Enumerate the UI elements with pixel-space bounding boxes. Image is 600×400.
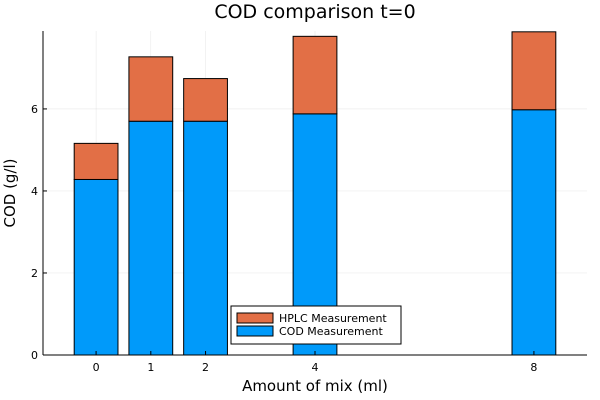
x-tick-label: 4 — [312, 361, 319, 374]
legend-label: HPLC Measurement — [279, 312, 387, 325]
y-tick-label: 4 — [31, 185, 38, 198]
bar-hplc-measurement — [73, 142, 119, 180]
legend-box — [230, 305, 402, 345]
legend-swatch — [236, 312, 274, 324]
ticks: 0 2 4 6 0 1 2 4 8 — [31, 103, 537, 374]
legend-label: COD Measurement — [279, 325, 384, 338]
chart-title: COD comparison t=0 — [214, 1, 415, 23]
bar-cod-measurement — [183, 120, 228, 356]
bar-hplc-measurement — [292, 35, 338, 115]
x-tick-label: 1 — [147, 361, 154, 374]
bar-hplc-measurement — [183, 78, 228, 122]
legend-swatch — [236, 325, 274, 337]
bar-hplc-measurement — [511, 31, 557, 111]
x-axis-label: Amount of mix (ml) — [242, 377, 388, 395]
y-axis-label: COD (g/l) — [1, 158, 19, 227]
x-tick-label: 8 — [530, 361, 537, 374]
bar-cod-measurement — [128, 120, 174, 356]
bar-hplc-measurement — [128, 56, 174, 122]
bar-cod-measurement — [511, 109, 557, 356]
bar-cod-measurement — [73, 178, 119, 356]
y-tick-label: 0 — [31, 349, 38, 362]
y-tick-label: 2 — [31, 267, 38, 280]
y-tick-label: 6 — [31, 103, 38, 116]
x-tick-label: 2 — [202, 361, 209, 374]
x-tick-label: 0 — [93, 361, 100, 374]
